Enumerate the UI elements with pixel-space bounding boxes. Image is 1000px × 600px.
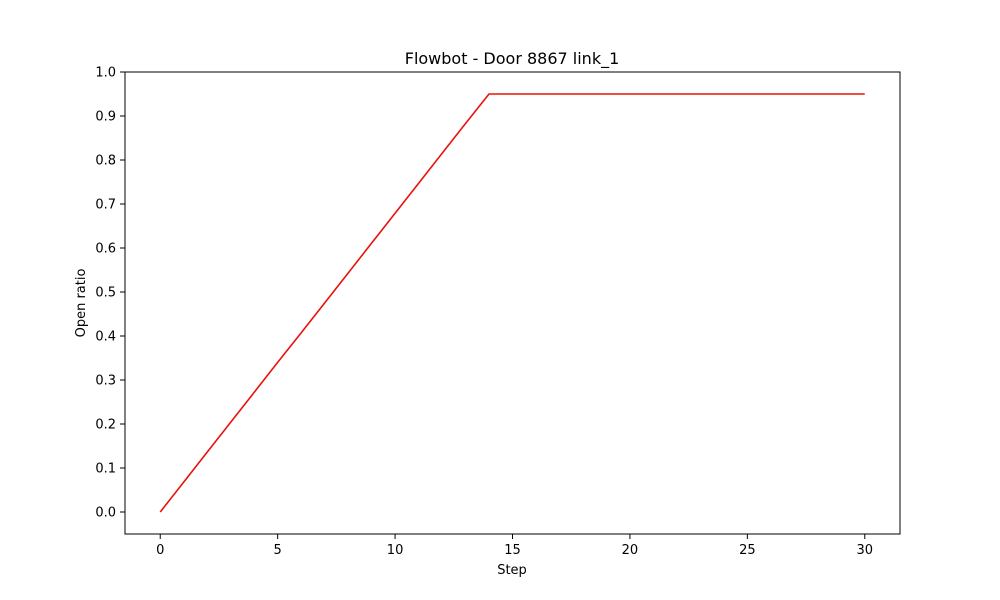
- y-axis-label: Open ratio: [74, 269, 89, 338]
- x-tick-label: 15: [504, 543, 521, 558]
- x-axis-label: Step: [497, 563, 527, 578]
- x-tick-label: 10: [387, 543, 404, 558]
- chart-title: Flowbot - Door 8867 link_1: [405, 49, 620, 69]
- x-tick-label: 0: [156, 543, 164, 558]
- x-axis: 0 5 10 15 20 25 30: [156, 534, 873, 558]
- y-tick-label: 0.6: [95, 242, 116, 257]
- y-axis: 0.0 0.1 0.2 0.3 0.4 0.5 0.6 0.7 0.8 0.9 1.0: [95, 66, 125, 521]
- y-tick-label: 0.1: [95, 462, 116, 477]
- series-line: [159, 93, 865, 513]
- x-tick-label: 30: [856, 543, 873, 558]
- y-tick-label: 0.5: [95, 286, 116, 301]
- series-layer: [159, 93, 865, 513]
- y-tick-label: 0.0: [95, 506, 116, 521]
- x-tick-label: 25: [739, 543, 756, 558]
- y-tick-label: 0.2: [95, 418, 116, 433]
- x-tick-label: 20: [622, 543, 639, 558]
- y-tick-label: 0.3: [95, 374, 116, 389]
- y-tick-label: 1.0: [95, 66, 116, 81]
- plot-area: [124, 71, 901, 535]
- y-tick-label: 0.4: [95, 330, 116, 345]
- y-tick-label: 0.9: [95, 110, 116, 125]
- x-tick-label: 5: [274, 543, 282, 558]
- y-tick-label: 0.7: [95, 198, 116, 213]
- y-tick-label: 0.8: [95, 154, 116, 169]
